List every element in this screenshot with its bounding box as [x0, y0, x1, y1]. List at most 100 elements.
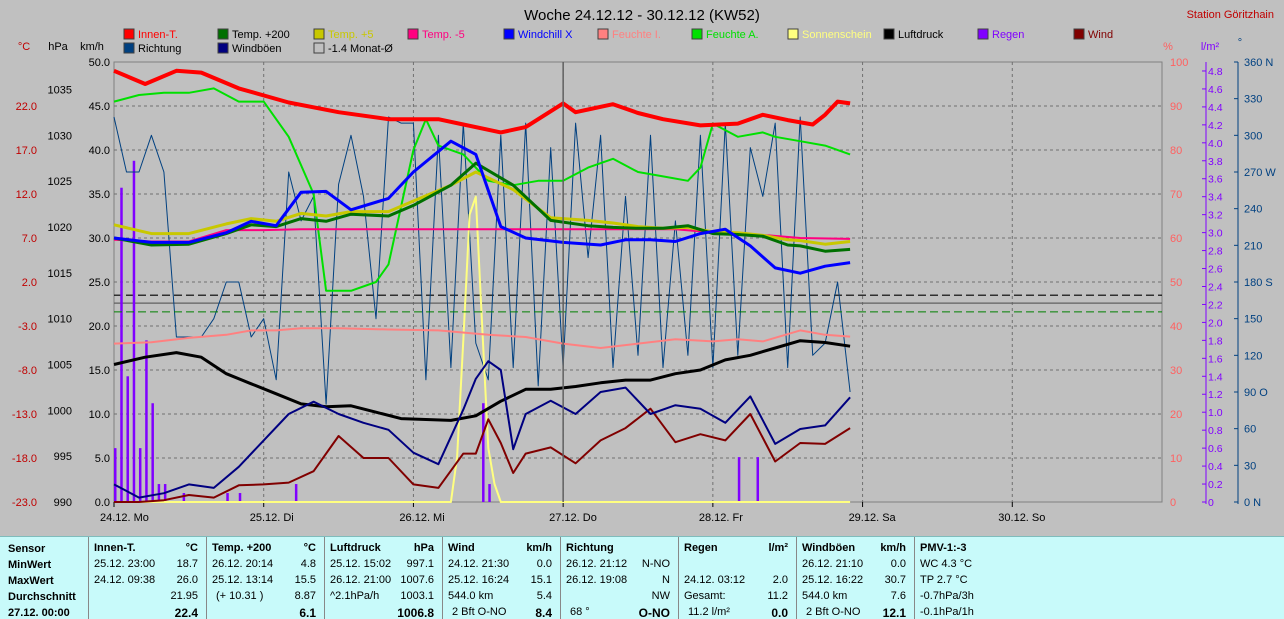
rain-bar	[120, 187, 123, 502]
rain-tick-label: 4.0	[1208, 138, 1223, 150]
stats-richtung-max-value: N	[662, 574, 670, 586]
x-tick-label: 25.12. Di	[250, 512, 294, 524]
direction-tick-label: 270 W	[1244, 167, 1276, 179]
rain-bar	[138, 448, 142, 502]
series-line-temp-200	[113, 161, 851, 253]
rain-bar	[132, 160, 136, 502]
legend-swatch	[313, 28, 325, 40]
rain-tick-label: 2.2	[1208, 299, 1223, 311]
direction-tick-label: 300	[1244, 130, 1262, 142]
stats-sensor-col: Sensor MinWert MaxWert Durchschnitt 27.1…	[0, 537, 89, 619]
legend-swatch	[123, 42, 135, 54]
direction-tick-label: 180 S	[1244, 277, 1273, 289]
x-axis-labels: 24.12. Mo 25.12. Di 26.12. Mi 27.12. Do 28.1…	[100, 512, 1045, 524]
wind-tick-label: 15.0	[89, 365, 110, 377]
stats-druck-max-time: 26.12. 21:00	[330, 574, 392, 586]
humidity-tick-label: 100	[1170, 57, 1188, 69]
stats-regen-col: Regen l/m² 24.12. 03:12 2.0 Gesamt: 11.2…	[678, 537, 797, 619]
humidity-unit-label: %	[1163, 41, 1173, 53]
rain-tick-label: 4.6	[1208, 84, 1223, 96]
rain-tick-label: 3.0	[1208, 228, 1223, 240]
rain-bar	[756, 457, 760, 502]
wind-tick-label: 25.0	[89, 277, 110, 289]
series-line-luftdruck	[113, 339, 851, 422]
wind-tick-label: 5.0	[95, 453, 110, 465]
rain-tick-label: 4.2	[1208, 120, 1223, 132]
wind-unit-label: km/h	[80, 41, 104, 53]
humidity-tick-label: 0	[1170, 497, 1176, 509]
stats-temp200-last-value: 6.1	[299, 606, 316, 619]
series-marks	[113, 62, 1162, 503]
stats-boeen-max-value: 30.7	[884, 574, 906, 586]
stats-richtung-degrees: 68 °	[570, 606, 590, 618]
legend-label: Sonnenschein	[802, 29, 872, 41]
stats-regen-unit: l/m²	[768, 542, 788, 554]
wind-tick-label: 10.0	[89, 409, 110, 421]
stats-wind-distance: 544.0 km	[448, 590, 494, 602]
direction-tick-label: 90 O	[1244, 387, 1268, 399]
humidity-tick-label: 20	[1170, 409, 1182, 421]
rain-tick-label: 2.0	[1208, 317, 1223, 329]
stats-druck-min-time: 25.12. 15:02	[330, 558, 392, 570]
stats-temp200-unit: °C	[303, 542, 316, 554]
rain-tick-label: 0.4	[1208, 461, 1223, 473]
stats-innen-max-time: 24.12. 09:38	[94, 574, 156, 586]
stats-pmv-header: PMV-1:-3	[920, 542, 967, 554]
stats-temp200-max-time: 25.12. 13:14	[212, 574, 274, 586]
stats-wind-bft: 2 Bft O-NO	[452, 606, 507, 618]
stats-pmv-dewpoint: TP 2.7 °C	[920, 574, 968, 586]
temp-tick-label: 7.0	[22, 233, 37, 245]
stats-panel: Sensor MinWert MaxWert Durchschnitt 27.1…	[0, 536, 1284, 619]
rain-bar	[114, 448, 117, 502]
x-tick-label: 29.12. Sa	[849, 512, 897, 524]
stats-regen-max-value: 2.0	[772, 574, 788, 586]
temp-tick-label: 12.0	[16, 189, 37, 201]
rain-tick-label: 1.8	[1208, 335, 1223, 347]
pressure-tick-label: 1030	[48, 130, 72, 142]
legend-label: Innen-T.	[138, 29, 178, 41]
stats-pmv-col: PMV-1:-3 WC 4.3 °C TP 2.7 °C -0.7hPa/3h …	[914, 537, 1034, 619]
stats-wind-avg-value: 5.4	[536, 590, 552, 602]
humidity-tick-label: 30	[1170, 365, 1182, 377]
rain-bar	[182, 493, 186, 502]
rain-tick-label: 1.2	[1208, 389, 1223, 401]
stats-druck-unit: hPa	[413, 542, 434, 554]
stats-innen-col: Innen-T. °C 25.12. 23:00 18.7 24.12. 09:…	[88, 537, 207, 619]
rain-bar	[151, 403, 154, 502]
pressure-tick-label: 1035	[48, 85, 72, 97]
humidity-tick-label: 50	[1170, 277, 1182, 289]
stats-richtung-header: Richtung	[566, 542, 614, 554]
rain-tick-label: 1.6	[1208, 353, 1223, 365]
rain-tick-label: 3.8	[1208, 156, 1223, 168]
x-tick-label: 24.12. Mo	[100, 512, 149, 524]
stats-druck-min-value: 997.1	[406, 558, 434, 570]
rain-tick-label: 0.6	[1208, 443, 1223, 455]
stats-regen-total-value: 11.2	[767, 590, 788, 602]
humidity-tick-label: 90	[1170, 101, 1182, 113]
humidity-tick-label: 40	[1170, 321, 1182, 333]
station-name: Station Göritzhain	[1187, 9, 1274, 21]
legend-swatch	[1073, 28, 1085, 40]
stats-druck-trend: ^2.1hPa/h	[330, 590, 380, 602]
stats-boeen-max-time: 25.12. 16:22	[802, 574, 864, 586]
rain-tick-label: 0.8	[1208, 425, 1223, 437]
stats-wind-header: Wind	[448, 542, 475, 554]
stats-wind-last-value: 8.4	[535, 606, 552, 619]
stats-richtung-min-time: 26.12. 21:12	[566, 558, 628, 570]
series-line-windb-en	[113, 360, 851, 499]
rain-tick-label: 2.6	[1208, 264, 1223, 276]
rain-tick-label: 4.4	[1208, 102, 1223, 114]
temp-tick-label: 17.0	[16, 145, 37, 157]
stats-druck-avg-value: 1003.1	[400, 590, 434, 602]
legend-label: Temp. -5	[422, 29, 465, 41]
stats-min-label: MinWert	[8, 559, 52, 571]
stats-wind-min-time: 24.12. 21:30	[448, 558, 510, 570]
humidity-tick-label: 10	[1170, 453, 1182, 465]
rain-bar	[126, 376, 129, 502]
wind-tick-label: 0.0	[95, 497, 110, 509]
temp-tick-label: -3.0	[18, 321, 37, 333]
direction-tick-label: 0 N	[1244, 497, 1261, 509]
stats-wind-max-value: 15.1	[530, 574, 552, 586]
legend-swatch	[977, 28, 989, 40]
temp-tick-label: 2.0	[22, 277, 37, 289]
